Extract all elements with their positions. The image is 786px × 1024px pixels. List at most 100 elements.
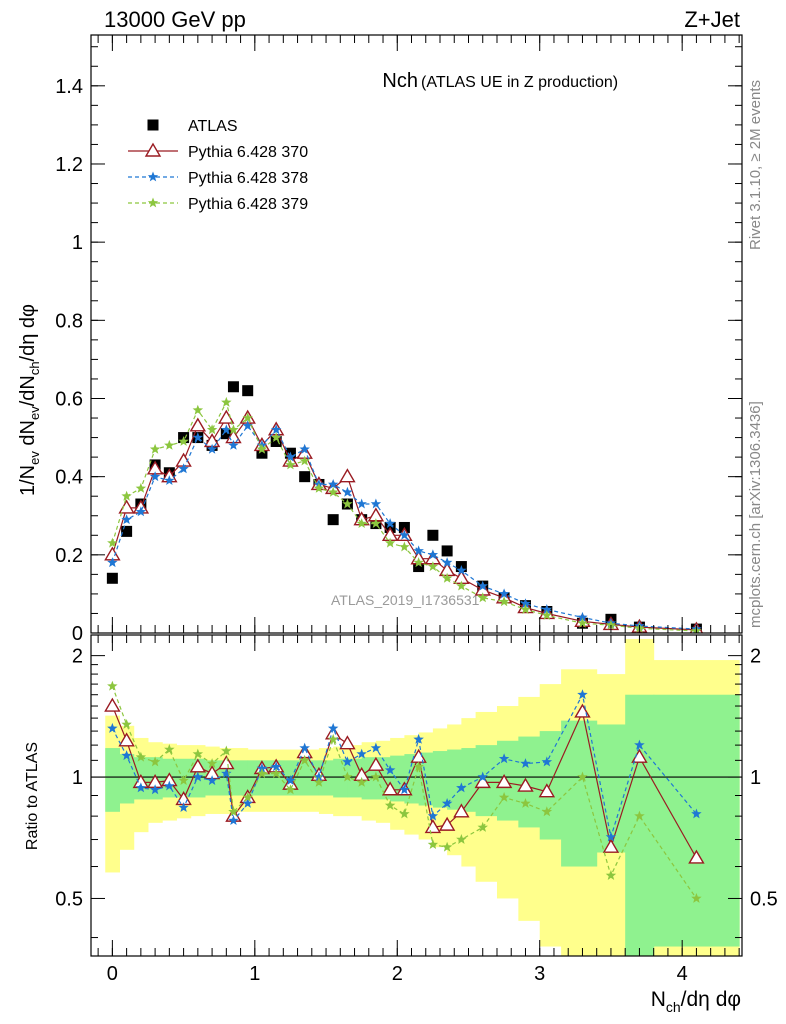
data-point xyxy=(427,810,439,821)
data-point xyxy=(206,775,218,785)
data-point xyxy=(520,758,531,768)
data-point xyxy=(164,744,175,754)
x-tick-label: 1 xyxy=(249,963,260,985)
main-series-layer xyxy=(104,381,704,633)
data-point xyxy=(135,751,147,762)
data-point xyxy=(520,604,531,614)
data-point xyxy=(438,816,456,831)
data-point xyxy=(121,750,132,761)
data-point xyxy=(356,748,367,759)
data-point xyxy=(149,471,161,482)
axis-ticks: 00.20.40.60.811.21.40.5 0.51 12 20 1 2 3 4 xyxy=(55,35,778,985)
data-point xyxy=(285,775,296,785)
data-point xyxy=(498,588,510,599)
data-point xyxy=(413,557,424,568)
data-point xyxy=(384,518,396,528)
data-point xyxy=(242,792,253,802)
data-point xyxy=(456,565,467,575)
data-point xyxy=(118,499,135,514)
data-point xyxy=(206,758,218,768)
legend-label: Pythia 6.428 379 xyxy=(188,196,308,213)
data-point xyxy=(384,800,396,810)
legend-marker xyxy=(147,197,159,208)
legend-marker xyxy=(147,171,159,182)
legend-item: Pythia 6.428 379 xyxy=(128,196,308,213)
data-point xyxy=(399,808,410,819)
data-point xyxy=(285,451,296,462)
data-point xyxy=(413,561,425,573)
data-point xyxy=(271,424,282,435)
ratio-tick-label-right: 1 xyxy=(750,767,761,789)
data-point xyxy=(256,447,268,459)
data-point xyxy=(605,831,617,842)
stat-band-bin xyxy=(653,694,740,947)
data-point xyxy=(453,803,470,818)
stat-band-bin xyxy=(625,694,655,956)
data-point xyxy=(121,514,132,525)
data-point xyxy=(427,549,439,560)
data-point xyxy=(605,619,617,630)
y-tick-label: 0 xyxy=(72,623,83,645)
data-point xyxy=(441,545,453,557)
data-point xyxy=(149,756,161,767)
y-tick-label: 0.6 xyxy=(55,388,83,410)
legend-marker xyxy=(144,142,162,157)
data-point xyxy=(206,443,218,454)
stat-band-bin xyxy=(539,731,562,840)
data-point xyxy=(107,680,118,691)
data-point xyxy=(242,412,253,423)
stat-band-bin xyxy=(105,748,120,812)
mcplots-credit: mcplots.cern.ch [arXiv:1306.3436] xyxy=(747,401,764,628)
data-point xyxy=(242,385,254,397)
data-point xyxy=(456,834,467,844)
data-point xyxy=(399,529,410,540)
data-point xyxy=(192,432,204,442)
data-point xyxy=(367,756,385,771)
analysis-watermark: ATLAS_2019_I1736531 xyxy=(331,592,480,608)
data-point xyxy=(227,381,239,393)
data-point xyxy=(634,810,645,821)
ratio-series-layer xyxy=(104,680,705,903)
data-point xyxy=(327,733,339,744)
data-point xyxy=(605,870,617,880)
data-point xyxy=(541,604,553,614)
stat-band-bin xyxy=(233,760,249,796)
rivet-version-label: Rivet 3.1.10, ≥ 2M events xyxy=(747,80,764,250)
data-point xyxy=(121,490,132,501)
y-tick-label: 1.4 xyxy=(55,76,83,98)
data-point xyxy=(441,557,453,568)
data-point xyxy=(477,821,488,832)
data-point xyxy=(541,756,553,767)
y-tick-label: 0.4 xyxy=(55,467,83,489)
series-line xyxy=(111,692,697,838)
data-point xyxy=(206,424,218,435)
data-point xyxy=(192,748,204,759)
data-point xyxy=(413,761,424,772)
data-point xyxy=(602,838,620,853)
data-point xyxy=(477,580,488,591)
legend-marker xyxy=(147,119,159,131)
data-point xyxy=(164,475,175,485)
data-point xyxy=(342,756,353,767)
data-point xyxy=(498,792,510,802)
data-point xyxy=(104,697,121,712)
data-point xyxy=(356,776,367,787)
data-point xyxy=(370,518,382,528)
legend-label: Pythia 6.428 370 xyxy=(188,144,308,161)
data-point xyxy=(271,768,282,778)
data-point xyxy=(541,806,553,817)
data-point xyxy=(121,525,133,537)
stat-band-bin xyxy=(432,751,448,808)
data-point xyxy=(577,689,588,700)
data-point xyxy=(228,806,239,817)
data-point xyxy=(441,841,453,852)
x-tick-label: 0 xyxy=(107,963,118,985)
data-point xyxy=(178,463,189,474)
data-point xyxy=(342,486,353,497)
legend: ATLAS Pythia 6.428 370 Pythia 6.428 378 Pyt… xyxy=(128,118,308,213)
data-point xyxy=(427,839,439,849)
data-point xyxy=(221,424,232,435)
data-point xyxy=(285,784,296,795)
data-point xyxy=(256,443,268,454)
